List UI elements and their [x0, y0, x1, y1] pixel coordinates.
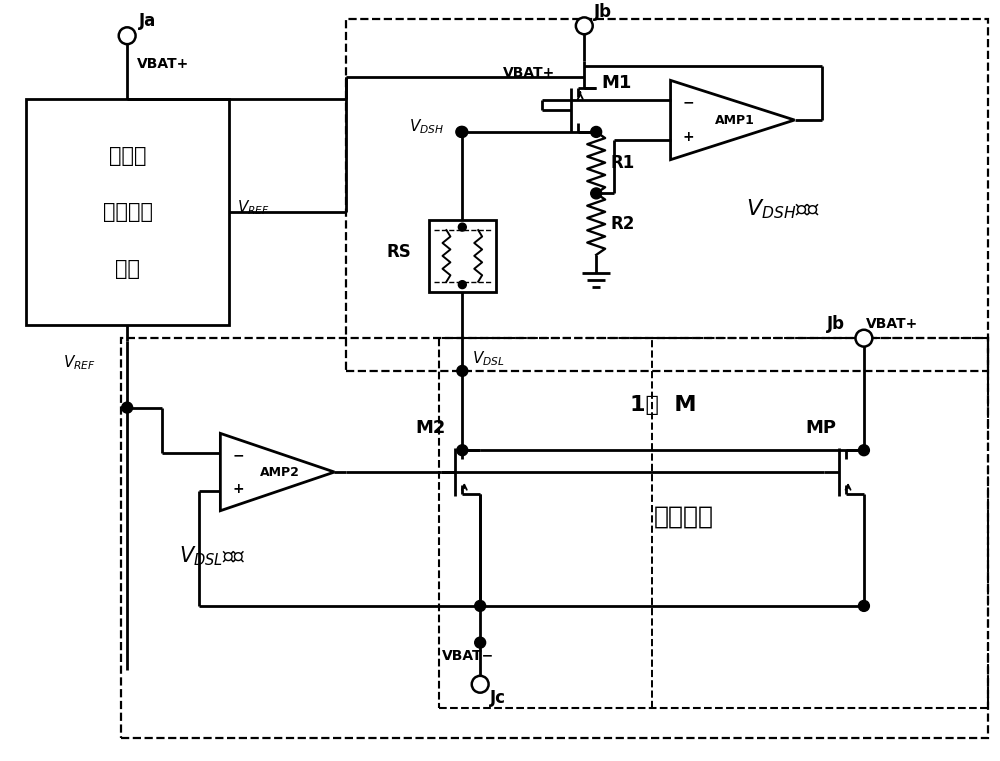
Circle shape	[457, 365, 468, 377]
Text: $V_{REF}$: $V_{REF}$	[237, 198, 270, 217]
Circle shape	[858, 444, 869, 456]
Text: VBAT+: VBAT+	[137, 56, 189, 71]
Text: R2: R2	[610, 215, 634, 233]
Text: 模块: 模块	[115, 259, 140, 279]
Text: $V_{DSL}$: $V_{DSL}$	[472, 349, 505, 368]
Circle shape	[858, 600, 869, 611]
Text: $V_{DSL}$钳位: $V_{DSL}$钳位	[179, 545, 246, 568]
Circle shape	[458, 223, 466, 231]
Circle shape	[122, 402, 133, 413]
Bar	[121, 338, 988, 738]
Circle shape	[458, 281, 466, 288]
Text: Jb: Jb	[594, 3, 612, 21]
Circle shape	[456, 126, 467, 138]
Text: AMP2: AMP2	[260, 466, 300, 479]
Circle shape	[119, 27, 136, 44]
Circle shape	[457, 126, 468, 138]
Text: VBAT−: VBAT−	[442, 649, 494, 664]
Circle shape	[475, 637, 486, 648]
Text: VBAT+: VBAT+	[503, 66, 555, 81]
Text: +: +	[232, 482, 244, 496]
Text: R1: R1	[610, 154, 634, 172]
Text: $V_{REF}$: $V_{REF}$	[63, 354, 96, 372]
Circle shape	[576, 18, 593, 34]
Circle shape	[591, 126, 602, 138]
Text: 功率匹配: 功率匹配	[653, 505, 713, 529]
Text: VBAT+: VBAT+	[866, 317, 918, 331]
Text: 基准电压: 基准电压	[103, 202, 153, 222]
Bar	[439, 338, 988, 708]
Text: RS: RS	[387, 244, 412, 261]
Circle shape	[457, 444, 468, 456]
Circle shape	[472, 676, 489, 693]
Text: 高精度: 高精度	[109, 145, 146, 166]
Bar	[26, 99, 229, 325]
Text: $V_{DSH}$: $V_{DSH}$	[409, 118, 444, 136]
Circle shape	[855, 330, 872, 346]
Bar	[346, 19, 988, 371]
Circle shape	[475, 600, 486, 611]
Text: MP: MP	[806, 419, 837, 438]
Bar	[429, 220, 496, 291]
Text: $V_{DSH}$钳位: $V_{DSH}$钳位	[746, 197, 820, 221]
Circle shape	[591, 188, 602, 199]
Text: AMP1: AMP1	[715, 113, 755, 126]
Text: −: −	[682, 96, 694, 110]
Text: Jc: Jc	[490, 689, 506, 707]
Text: +: +	[682, 130, 694, 145]
Text: Jb: Jb	[827, 315, 845, 333]
Text: 1：  M: 1： M	[630, 395, 697, 415]
Text: M1: M1	[601, 75, 632, 92]
Text: M2: M2	[415, 419, 446, 438]
Text: Ja: Ja	[139, 12, 156, 30]
Text: −: −	[232, 448, 244, 462]
